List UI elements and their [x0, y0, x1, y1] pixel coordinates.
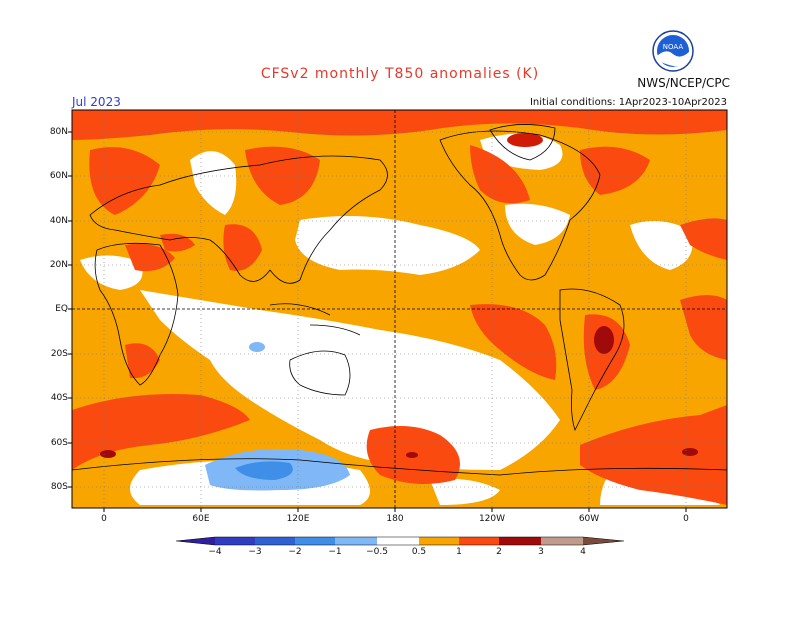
colorbar	[175, 536, 625, 546]
axis-ticks	[68, 131, 687, 512]
lon-label: 60W	[578, 514, 600, 524]
darkred-region	[682, 448, 698, 456]
red-region	[72, 110, 727, 140]
red-region	[125, 243, 175, 272]
blue-region	[235, 461, 293, 480]
colorbar-label: −0.5	[366, 547, 388, 557]
lon-label: 60E	[192, 514, 210, 524]
agency-label: NWS/NCEP/CPC	[637, 76, 730, 90]
lat-label: 20N	[49, 260, 68, 270]
lon-label: 0	[683, 514, 689, 524]
colorbar-label: 2	[496, 547, 502, 557]
lon-label: 120E	[286, 514, 310, 524]
blue-region	[249, 342, 265, 352]
colorbar-swatch	[255, 537, 295, 545]
colorbar-label: −3	[248, 547, 262, 557]
colorbar-swatch	[419, 537, 459, 545]
red-region	[470, 304, 557, 380]
colorbar-swatch	[335, 537, 377, 545]
darkred-region	[100, 450, 116, 458]
lat-label: 20S	[50, 349, 68, 359]
colorbar-swatch	[541, 537, 583, 545]
valid-month: Jul 2023	[72, 95, 121, 109]
logo-text: NOAA	[663, 43, 684, 51]
darkred-region	[406, 452, 418, 458]
lat-label: EQ	[55, 304, 68, 314]
red-region	[72, 394, 250, 470]
lon-label: 180	[386, 514, 404, 524]
red-region	[580, 405, 727, 505]
colorbar-label: −4	[208, 547, 222, 557]
lon-label: 0	[101, 514, 107, 524]
lat-label: 60S	[50, 438, 68, 448]
noaa-logo-icon: NOAA	[652, 30, 694, 72]
colorbar-swatch	[295, 537, 335, 545]
colorbar-swatch	[583, 537, 624, 545]
red-region	[470, 145, 530, 204]
colorbar-label: −2	[288, 547, 302, 557]
lat-label: 80S	[50, 482, 68, 492]
lat-label: 40N	[49, 216, 68, 226]
chart-title: CFSv2 monthly T850 anomalies (K)	[260, 66, 540, 82]
colorbar-swatch	[215, 537, 255, 545]
coastlines	[72, 124, 727, 476]
white-region	[80, 255, 143, 290]
red-region	[245, 146, 320, 205]
colorbar-swatch	[499, 537, 541, 545]
red-region	[223, 224, 262, 271]
red-region	[89, 147, 160, 215]
lat-label: 80N	[49, 127, 68, 137]
colorbar-swatch	[377, 537, 419, 545]
white-region	[630, 221, 693, 270]
red-region	[125, 343, 160, 379]
colorbar-label: 1	[456, 547, 462, 557]
lon-label: 120W	[478, 514, 506, 524]
white-region	[430, 478, 500, 505]
lat-label: 40S	[50, 393, 68, 403]
red-region	[160, 233, 195, 252]
darkred-region	[507, 133, 543, 147]
colorbar-label: −1	[328, 547, 342, 557]
white-region	[190, 151, 237, 215]
lat-label: 60N	[49, 171, 68, 181]
red-region	[680, 218, 727, 260]
colorbar-label: 4	[580, 547, 586, 557]
darkred-region	[594, 326, 614, 354]
colorbar-swatch	[176, 537, 215, 545]
white-region	[295, 216, 480, 275]
red-region	[680, 295, 727, 360]
colorbar-swatch	[459, 537, 499, 545]
colorbar-label: 0.5	[411, 547, 427, 557]
white-region	[505, 203, 570, 245]
colorbar-label: 3	[538, 547, 544, 557]
initial-conditions: Initial conditions: 1Apr2023-10Apr2023	[529, 97, 727, 108]
